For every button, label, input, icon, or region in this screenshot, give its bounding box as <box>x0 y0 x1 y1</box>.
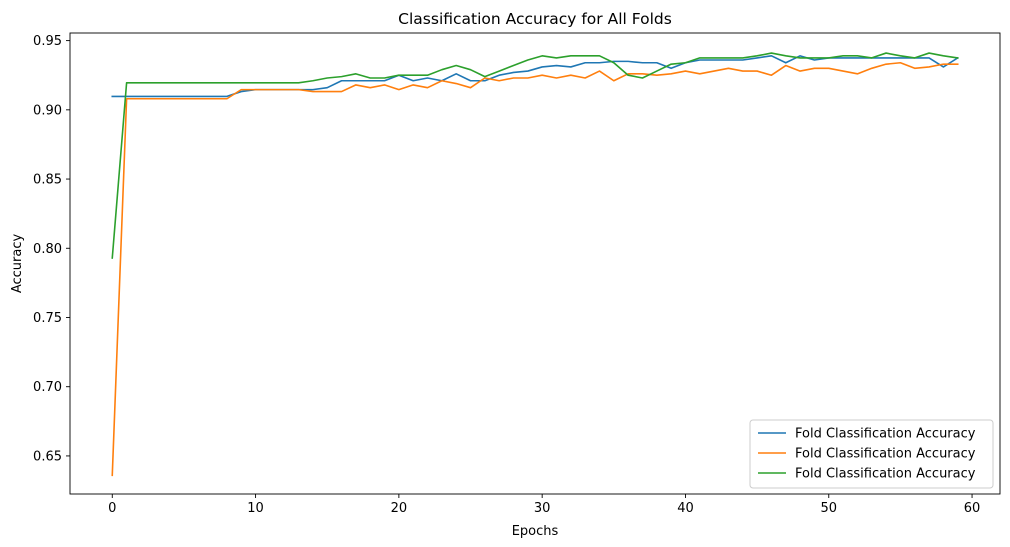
x-tick-label: 10 <box>247 501 264 516</box>
y-tick-label: 0.90 <box>33 103 62 118</box>
y-tick-label: 0.80 <box>33 242 62 257</box>
legend: Fold Classification Accuracy Fold Classif… <box>749 419 994 489</box>
plot-lines <box>111 52 959 477</box>
x-tick-label: 60 <box>964 501 981 516</box>
y-axis-title: Accuracy <box>10 234 25 294</box>
y-tick-label: 0.70 <box>33 380 62 395</box>
x-tick-label: 0 <box>108 501 116 516</box>
x-tick-label: 50 <box>820 501 837 516</box>
legend-label-2: Fold Classification Accuracy <box>795 447 976 462</box>
legend-box <box>749 419 994 489</box>
series-line-3 <box>111 52 959 259</box>
y-axis: 0.65 0.70 0.75 0.80 0.85 0.90 0.95 <box>33 34 70 464</box>
x-tick-label: 30 <box>534 501 551 516</box>
legend-label-3: Fold Classification Accuracy <box>795 467 976 482</box>
series-line-2 <box>111 61 959 477</box>
x-tick-label: 20 <box>391 501 408 516</box>
x-tick-label: 40 <box>677 501 694 516</box>
y-tick-label: 0.95 <box>33 34 62 49</box>
plot-frame <box>69 32 1001 495</box>
x-axis-title: Epochs <box>512 524 559 539</box>
chart-title: Classification Accuracy for All Folds <box>398 10 672 28</box>
y-tick-label: 0.85 <box>33 173 62 188</box>
y-tick-label: 0.75 <box>33 311 62 326</box>
y-tick-label: 0.65 <box>33 449 62 464</box>
x-axis: 0 10 20 30 40 50 60 <box>108 494 980 516</box>
legend-label-1: Fold Classification Accuracy <box>795 427 976 442</box>
